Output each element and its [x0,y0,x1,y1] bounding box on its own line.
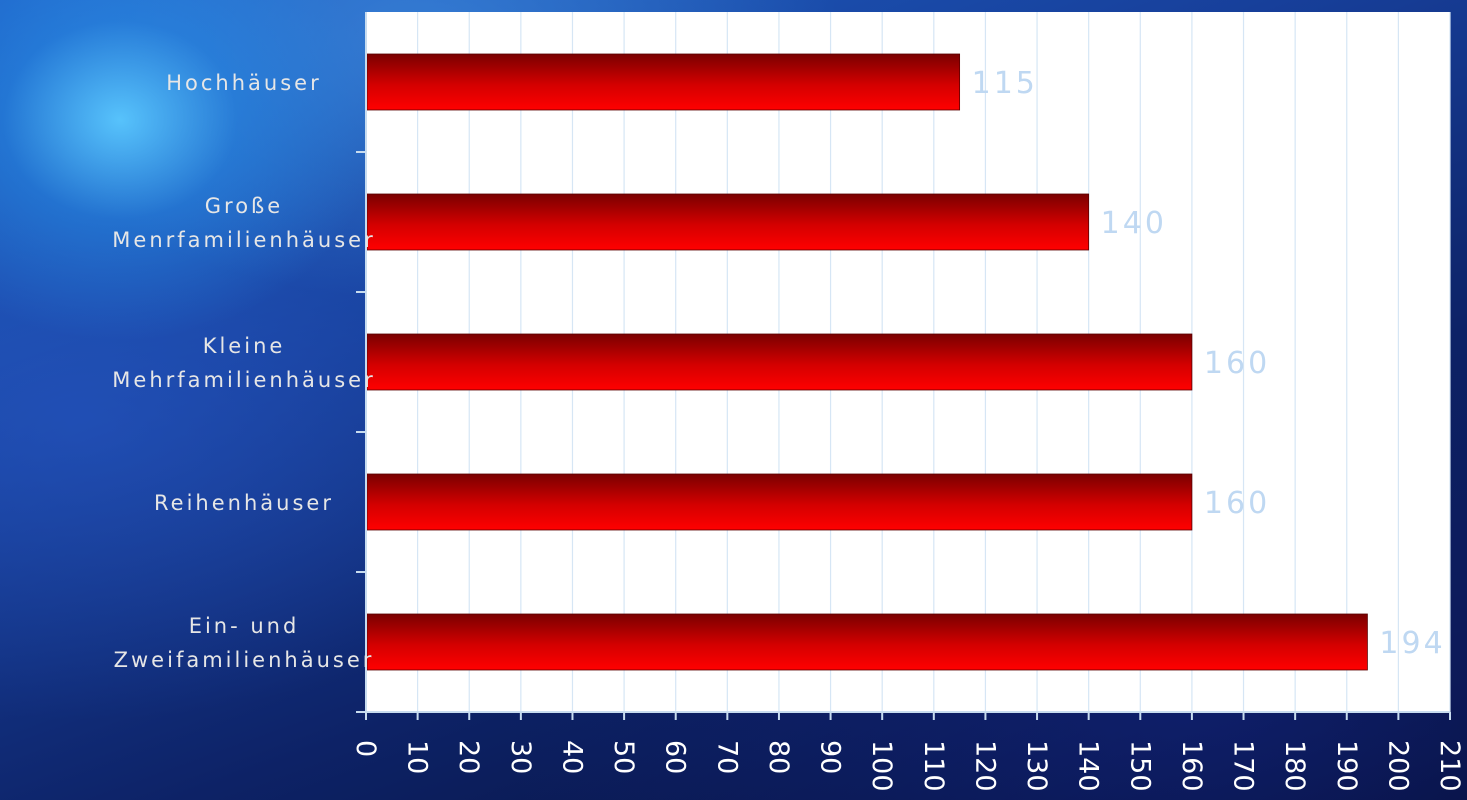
data-label-0: 115 [972,66,1038,101]
x-tick-label-210: 210 [1434,740,1465,792]
x-tick-label-120: 120 [969,740,1000,792]
bar-2 [366,333,1193,391]
x-tick-label-110: 110 [918,740,949,792]
x-tick-label-80: 80 [763,740,794,774]
data-label-2: 160 [1204,346,1270,381]
x-tick-label-100: 100 [866,740,897,792]
axes [356,12,1451,720]
bar-1 [366,193,1090,251]
labels: 0 10 20 30 40 50 60 70 80 90 100 110 120 130 140 150 160… [112,66,1465,792]
category-label-2-1: Mehrfamilienhäuser [112,368,375,392]
x-tick-label-10: 10 [402,740,433,774]
bar-3 [366,473,1193,531]
x-tick-label-50: 50 [608,740,639,774]
bar-4 [366,613,1368,671]
x-tick-label-160: 160 [1176,740,1207,792]
data-label-3: 160 [1204,486,1270,521]
category-label-3-0: Reihenhäuser [154,491,334,515]
x-tick-label-130: 130 [1021,740,1052,792]
x-tick-label-60: 60 [660,740,691,774]
data-label-4: 194 [1379,626,1445,661]
x-tick-label-30: 30 [505,740,536,774]
x-tick-label-190: 190 [1331,740,1362,792]
category-label-4-1: Zweifamilienhäuser [114,648,375,672]
category-label-1-1: Menrfamilienhäuser [112,228,375,252]
x-tick-label-140: 140 [1073,740,1104,792]
bar-0 [366,53,961,111]
x-tick-label-180: 180 [1279,740,1310,792]
category-label-4-0: Ein- und [189,614,300,638]
x-tick-label-40: 40 [556,740,587,774]
category-label-1-0: Große [205,194,283,218]
bars [366,53,1368,671]
x-tick-label-170: 170 [1228,740,1259,792]
x-tick-label-90: 90 [815,740,846,774]
x-tick-label-70: 70 [711,740,742,774]
x-tick-label-150: 150 [1124,740,1155,792]
x-tick-label-0: 0 [350,740,381,757]
x-tick-label-20: 20 [453,740,484,774]
data-label-1: 140 [1101,206,1167,241]
category-label-0-0: Hochhäuser [166,71,321,95]
x-tick-label-200: 200 [1382,740,1413,792]
category-label-2-0: Kleine [203,334,286,358]
